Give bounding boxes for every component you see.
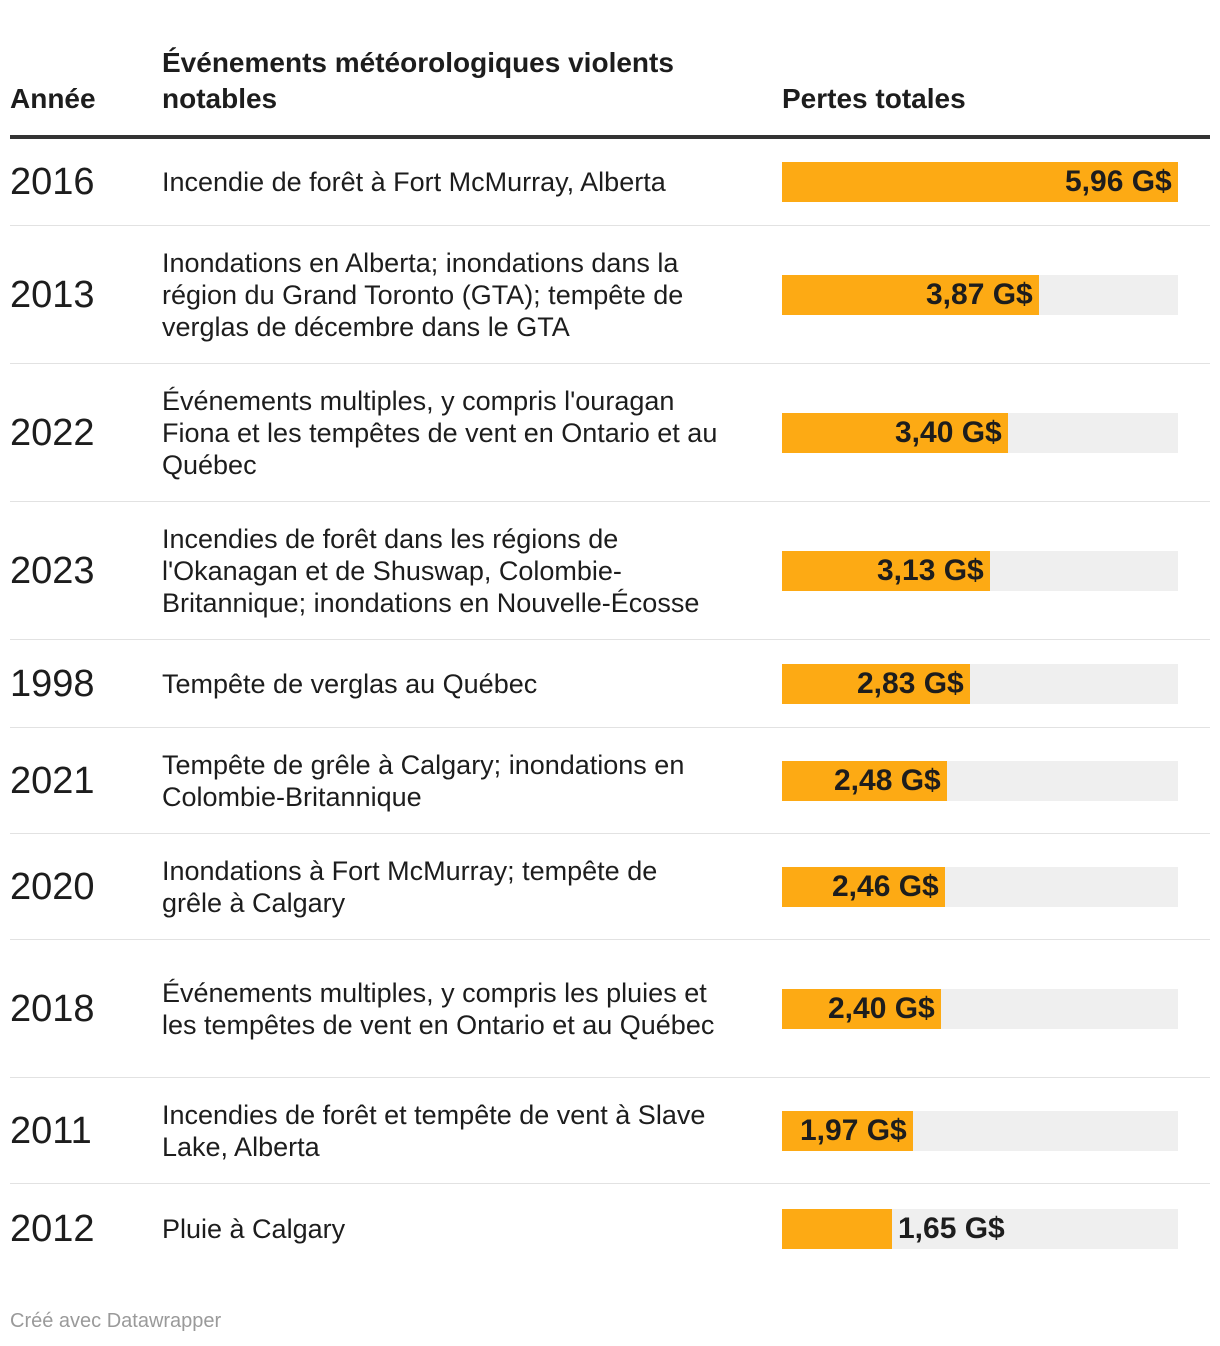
row-year: 2011: [10, 1109, 92, 1152]
row-event: Événements multiples, y compris les plui…: [162, 977, 715, 1040]
table-row: 2023 Incendies de forêt dans les régions …: [10, 502, 1210, 640]
bar-value-label: 1,65 G$: [898, 1212, 1005, 1245]
row-event: Incendies de forêt dans les régions de l…: [162, 523, 700, 618]
row-year: 2012: [10, 1208, 95, 1250]
row-event: Tempête de grêle à Calgary; inondations …: [162, 749, 685, 812]
table-row: 1998 Tempête de verglas au Québec 2,83 G$: [10, 640, 1210, 728]
table-row: 2020 Inondations à Fort McMurray; tempête…: [10, 834, 1210, 940]
bar: [782, 760, 947, 801]
header-year: Année: [10, 83, 96, 114]
table-row: 2011 Incendies de forêt et tempête de ven…: [10, 1078, 1210, 1184]
bar-value-label: 2,40 G$: [828, 991, 935, 1025]
row-year: 2021: [10, 759, 95, 802]
row-event: Inondations à Fort McMurray; tempête de …: [162, 855, 658, 918]
row-year: 1998: [10, 662, 95, 705]
table-header: Année Événements météorologiques violent…: [10, 40, 1210, 139]
row-year: 2018: [10, 987, 95, 1030]
bar: [782, 274, 1039, 315]
bar-value-label: 2,83 G$: [857, 666, 964, 700]
bar: [782, 550, 990, 591]
bar-track: 2,40 G$: [782, 988, 1178, 1029]
row-event: Tempête de verglas au Québec: [162, 668, 538, 699]
bar-value-label: 2,48 G$: [834, 763, 941, 797]
table-row: 2018 Événements multiples, y compris les …: [10, 940, 1210, 1078]
bar: [782, 866, 945, 907]
row-event: Incendies de forêt et tempête de vent à …: [162, 1099, 706, 1162]
bar-track: 1,97 G$: [782, 1110, 1178, 1151]
bar: [782, 412, 1008, 453]
bar-value-label: 2,46 G$: [832, 869, 939, 903]
bar: [782, 988, 941, 1029]
row-event: Pluie à Calgary: [162, 1214, 346, 1244]
bar-track: 1,65 G$: [782, 1209, 1178, 1249]
bar-value-label: 3,87 G$: [926, 277, 1033, 311]
bar-value-label: 5,96 G$: [1065, 165, 1172, 198]
table-row: 2022 Événements multiples, y compris l'ou…: [10, 364, 1210, 502]
bar-value-label: 3,13 G$: [877, 553, 984, 587]
table-row: 2013 Inondations en Alberta; inondations …: [10, 226, 1210, 364]
table-row: 2012 Pluie à Calgary 1,65 G$: [10, 1184, 1210, 1274]
table-row: 2021 Tempête de grêle à Calgary; inondati…: [10, 728, 1210, 834]
row-year: 2020: [10, 865, 95, 908]
bar-track: 3,13 G$: [782, 550, 1178, 591]
header-losses: Pertes totales: [782, 83, 966, 114]
bar-track: 2,83 G$: [782, 663, 1178, 704]
bar: [782, 162, 1178, 202]
bar-track: 5,96 G$: [782, 162, 1178, 202]
bar: [782, 663, 970, 704]
bar-track: 2,48 G$: [782, 760, 1178, 801]
row-year: 2022: [10, 411, 95, 454]
bar-value-label: 3,40 G$: [895, 415, 1002, 449]
footer-credit: Créé avec Datawrapper: [10, 1310, 222, 1332]
table-row: 2016 Incendie de forêt à Fort McMurray, A…: [10, 139, 1210, 226]
bar-value-label: 1,97 G$: [800, 1113, 907, 1147]
row-year: 2023: [10, 549, 95, 592]
row-event: Inondations en Alberta; inondations dans…: [162, 247, 684, 342]
bar-track: 3,40 G$: [782, 412, 1178, 453]
bar-track: 3,87 G$: [782, 274, 1178, 315]
bar: [782, 1209, 892, 1249]
bar: [782, 1110, 913, 1151]
header-event: Événements météorologiques violents nota…: [162, 47, 674, 114]
row-event: Incendie de forêt à Fort McMurray, Alber…: [162, 167, 666, 197]
row-year: 2013: [10, 273, 95, 316]
bar-track: 2,46 G$: [782, 866, 1178, 907]
row-year: 2016: [10, 161, 95, 203]
row-event: Événements multiples, y compris l'ouraga…: [162, 385, 718, 480]
